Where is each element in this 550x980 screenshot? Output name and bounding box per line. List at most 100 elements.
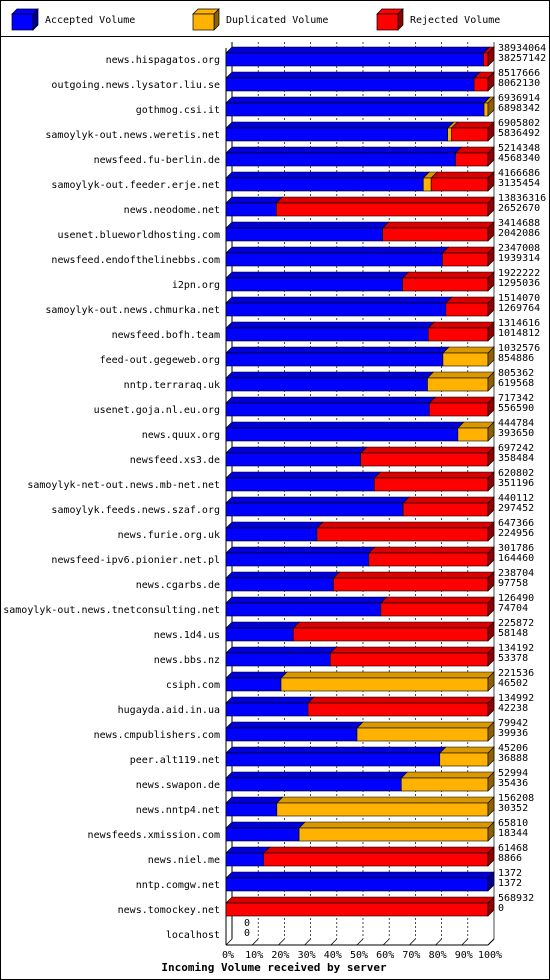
bar-segment — [225, 371, 435, 392]
bar-segment — [225, 196, 284, 217]
bar-segment — [263, 846, 495, 867]
accepted-volume-label: 53378 — [498, 653, 528, 664]
floor-tick — [330, 938, 338, 946]
category-label: news.hispagatos.org — [106, 55, 220, 66]
bar-segment — [402, 496, 495, 517]
total-volume-label: 52994 — [498, 768, 528, 779]
bar-top — [292, 621, 495, 629]
bar-front — [225, 352, 444, 367]
bar-front — [225, 302, 447, 317]
category-label: peer.alt119.net — [130, 755, 220, 766]
total-volume-label: 568932 — [498, 893, 534, 904]
category-label: newsfeeds.xmission.com — [88, 830, 220, 841]
bar-side — [487, 121, 495, 142]
accepted-volume-label: 8866 — [498, 853, 522, 864]
bar-top — [225, 646, 338, 654]
bar-front — [447, 127, 452, 142]
total-volume-label: 301786 — [498, 543, 534, 554]
bar-top — [225, 621, 301, 629]
bar-segment — [225, 321, 435, 342]
bar-side — [487, 46, 495, 67]
bar-segment — [225, 446, 368, 467]
total-volume-label: 805362 — [498, 368, 534, 379]
bar-segment — [225, 571, 341, 592]
accepted-volume-label: 297452 — [498, 503, 534, 514]
bar-segment — [225, 771, 409, 792]
accepted-volume-label: 0 — [498, 903, 504, 914]
bar-front — [225, 177, 424, 192]
total-volume-label: 4166686 — [498, 168, 540, 179]
bar-top — [298, 821, 495, 829]
bar-side — [487, 896, 495, 917]
bar-segment — [225, 696, 315, 717]
bar-front — [225, 502, 404, 517]
bar-side — [487, 171, 495, 192]
accepted-volume-label: 1269764 — [498, 303, 540, 314]
accepted-volume-label: 164460 — [498, 553, 534, 564]
category-label: outgoing.news.lysator.liu.se — [51, 80, 220, 91]
bar-top — [225, 796, 284, 804]
bar-front — [225, 677, 282, 692]
bar-front — [483, 52, 489, 67]
bar-segment — [225, 471, 382, 492]
bar-front — [225, 877, 489, 892]
bar-segment — [401, 271, 495, 292]
accepted-volume-label: 30352 — [498, 803, 528, 814]
total-volume-label: 65810 — [498, 818, 528, 829]
floor-tick — [356, 938, 364, 946]
accepted-volume-label: 3135454 — [498, 178, 540, 189]
total-volume-label: 444784 — [498, 418, 534, 429]
bar-segment — [225, 96, 491, 117]
bar-top — [401, 271, 495, 279]
total-volume-label: 8517666 — [498, 68, 540, 79]
bar-top — [263, 846, 495, 854]
bar-front — [457, 427, 489, 442]
bar-front — [225, 902, 489, 917]
bar-front — [225, 652, 331, 667]
x-tick-label: 20% — [271, 950, 289, 961]
category-label: i2pn.org — [172, 280, 220, 291]
bar-top — [225, 171, 431, 179]
category-label: localhost — [166, 930, 220, 941]
bar-front — [225, 327, 429, 342]
legend-swatch — [11, 13, 34, 31]
category-label: newsfeed-ipv6.pionier.net.pl — [51, 555, 220, 566]
total-volume-label: 0 — [244, 918, 250, 929]
bar-front — [225, 402, 430, 417]
bar-segment — [430, 171, 495, 192]
bar-segment — [276, 796, 495, 817]
bar-side — [487, 296, 495, 317]
bar-top — [225, 71, 481, 79]
bar-front — [402, 277, 489, 292]
bar-segment — [225, 796, 284, 817]
bar-top — [225, 96, 491, 104]
bar-side — [487, 546, 495, 567]
legend-item: Duplicated Volume — [192, 8, 328, 31]
bar-front — [225, 577, 334, 592]
category-label: nntp.terraraq.uk — [124, 380, 220, 391]
bar-segment — [442, 346, 495, 367]
bar-side — [487, 396, 495, 417]
bar-top — [225, 496, 410, 504]
bar-side — [487, 771, 495, 792]
bar-top — [225, 821, 306, 829]
bar-top — [225, 871, 495, 879]
category-label: gothmog.csi.it — [136, 105, 220, 116]
bar-segment — [225, 621, 301, 642]
bar-front — [276, 202, 489, 217]
accepted-volume-label: 556590 — [498, 403, 534, 414]
bar-segment — [225, 396, 437, 417]
accepted-volume-label: 42238 — [498, 703, 528, 714]
bar-segment — [280, 671, 495, 692]
bar-side — [487, 596, 495, 617]
accepted-volume-label: 1014812 — [498, 328, 540, 339]
legend-item: Rejected Volume — [376, 8, 500, 31]
bar-front — [225, 52, 484, 67]
category-label: news.furie.org.uk — [118, 530, 220, 541]
floor-tick — [461, 938, 469, 946]
bar-top — [439, 746, 495, 754]
bar-top — [426, 371, 495, 379]
bar-top — [332, 571, 495, 579]
bar-front — [225, 127, 448, 142]
